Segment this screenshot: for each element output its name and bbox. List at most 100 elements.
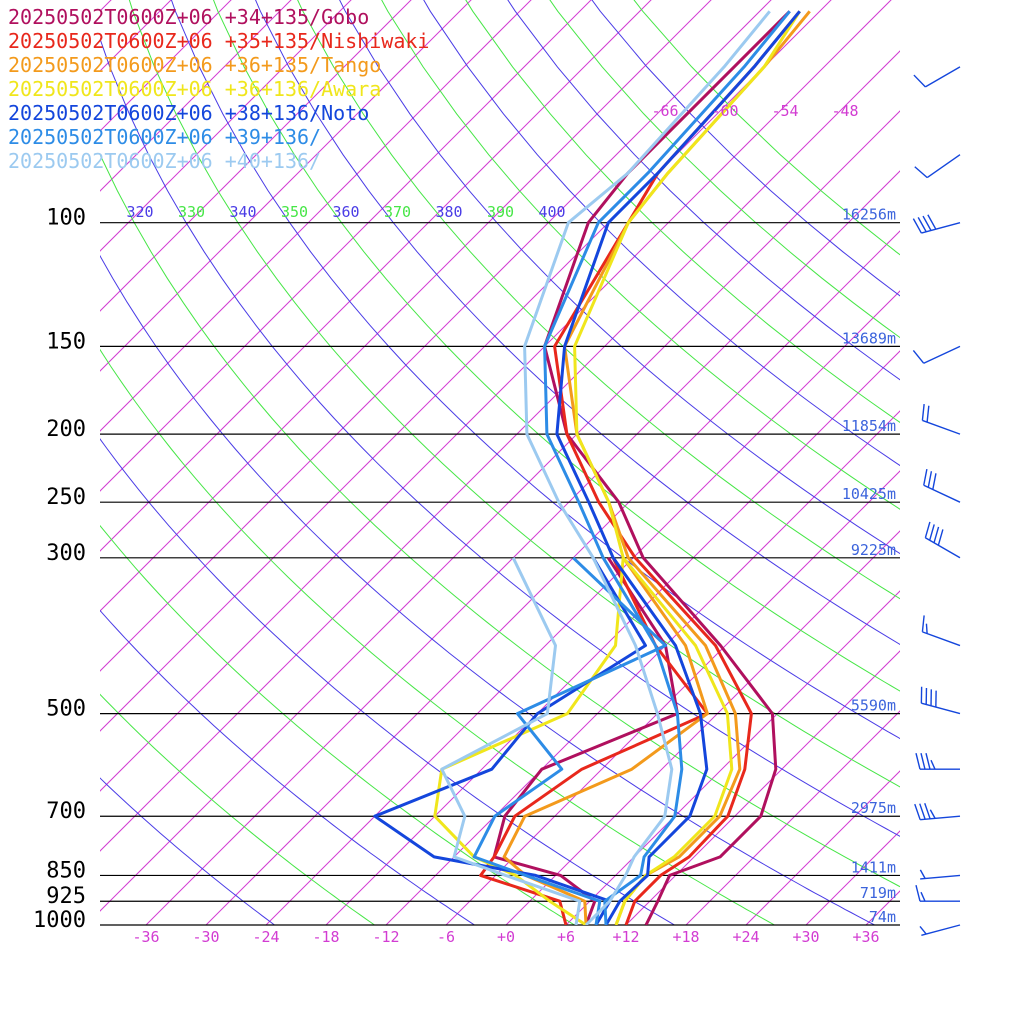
dry-adiabat-line: [423, 0, 900, 467]
wind-barb-shaft: [922, 419, 961, 435]
moist-adiabat-line: [297, 0, 900, 600]
theta-label: 380: [435, 203, 462, 221]
wind-barb-shaft: [922, 631, 961, 647]
temperature-tick-label: -30: [192, 928, 219, 946]
wind-barb-shaft: [920, 815, 961, 821]
wind-barb: [921, 615, 961, 647]
wind-barb-feather: [917, 217, 927, 233]
theta-label: 330: [178, 203, 205, 221]
isotherm-line: [100, 0, 412, 312]
theta-label: 360: [332, 203, 359, 221]
wind-barb-feather: [920, 891, 926, 902]
wind-barb-feather: [921, 403, 925, 421]
height-label: 2975m: [851, 799, 896, 817]
wind-barb-feather: [925, 623, 928, 634]
isotherm-line: [100, 0, 232, 132]
temperature-tick-label: -18: [312, 928, 339, 946]
height-label: 74m: [869, 908, 896, 926]
wind-barb-feather: [933, 526, 940, 543]
moist-adiabat-line: [633, 0, 900, 256]
top-temperature-label: -66: [651, 102, 678, 120]
legend-entry: 20250502T0600Z+06 +34+135/Gobo: [8, 5, 369, 29]
temperature-tick-label: -6: [437, 928, 455, 946]
wind-barb-feather: [915, 753, 921, 770]
dry-adiabat-line: [507, 0, 900, 381]
wind-barb: [919, 869, 961, 880]
wind-barb-feather: [924, 521, 931, 538]
height-label: 9225m: [851, 541, 896, 559]
temperature-tick-label: +36: [852, 928, 879, 946]
temperature-tick-label: -36: [132, 928, 159, 946]
wind-barb-shaft: [926, 154, 961, 179]
dry-adiabat-line: [255, 0, 900, 646]
theta-label: 340: [229, 203, 256, 221]
temperature-line: [523, 10, 771, 925]
wind-barb-shaft: [923, 345, 961, 364]
pressure-label: 925: [46, 884, 86, 909]
height-label: 11854m: [842, 417, 896, 435]
wind-barb-feather: [937, 529, 944, 546]
isotherm-line: [205, 230, 900, 925]
pressure-label: 500: [46, 697, 86, 722]
isotherm-line: [100, 0, 832, 732]
legend-entry: 20250502T0600Z+06 +35+135/Nishiwaki: [8, 29, 429, 53]
wind-barb-feather: [924, 803, 931, 820]
height-label: 16256m: [842, 206, 896, 224]
temperature-line: [573, 10, 801, 925]
isobar-lines: [100, 222, 900, 926]
dewpoint-line: [479, 557, 709, 925]
top-temperature-label: -48: [831, 102, 858, 120]
isotherm-line: [100, 0, 352, 252]
temperature-tick-label: -12: [372, 928, 399, 946]
height-label: 719m: [860, 884, 896, 902]
wind-barb: [914, 154, 961, 179]
wind-barb-feather: [920, 753, 926, 770]
temperature-line: [553, 10, 801, 925]
wind-barb-feather: [912, 218, 922, 234]
wind-barb-feather: [922, 215, 932, 231]
isotherm-line: [100, 0, 712, 612]
legend-entry: 20250502T0600Z+06 +36+136/Awara: [8, 77, 381, 101]
wind-barb: [912, 214, 961, 234]
wind-barb-shaft: [921, 702, 961, 715]
theta-label: 320: [126, 203, 153, 221]
pressure-label: 300: [46, 541, 86, 566]
wind-barb-feather: [914, 803, 921, 820]
wind-barb-feather: [929, 809, 936, 819]
wind-barb: [915, 885, 960, 902]
wind-barb-feather: [919, 803, 926, 820]
temperature-line: [543, 10, 791, 925]
dry-adiabat-line: [100, 438, 675, 925]
isotherm-line: [385, 410, 900, 925]
pressure-label: 850: [46, 858, 86, 883]
temperature-tick-label: +0: [497, 928, 515, 946]
wind-barb: [912, 345, 961, 364]
temperature-tick-label: +12: [612, 928, 639, 946]
theta-label: 370: [384, 203, 411, 221]
top-temperature-label: -54: [771, 102, 798, 120]
wind-barb: [913, 66, 961, 88]
temperature-tick-label: +24: [732, 928, 759, 946]
legend: 20250502T0600Z+06 +34+135/Gobo20250502T0…: [8, 5, 429, 173]
isotherm-line: [445, 470, 900, 925]
dewpoint-line: [502, 556, 709, 925]
wind-barb-shaft: [925, 537, 961, 559]
wind-barb-shaft: [923, 484, 961, 503]
wind-barb: [920, 686, 961, 715]
pressure-label: 150: [46, 329, 86, 354]
wind-barb-feather: [930, 759, 936, 770]
dewpoint-line: [373, 557, 647, 925]
wind-barb: [915, 753, 960, 770]
isotherm-line: [100, 0, 292, 192]
height-label: 13689m: [842, 329, 896, 347]
wind-barb: [923, 468, 961, 503]
wind-barb-feather: [913, 74, 926, 88]
isotherm-line: [986, 0, 1024, 925]
wind-barb-shaft: [921, 222, 961, 234]
isotherm-line: [865, 890, 900, 925]
isotherm-line: [926, 0, 1024, 925]
legend-entry: 20250502T0600Z+06 +38+136/Noto: [8, 101, 369, 125]
isotherm-line: [100, 0, 532, 432]
dry-adiabat-line: [100, 609, 475, 925]
